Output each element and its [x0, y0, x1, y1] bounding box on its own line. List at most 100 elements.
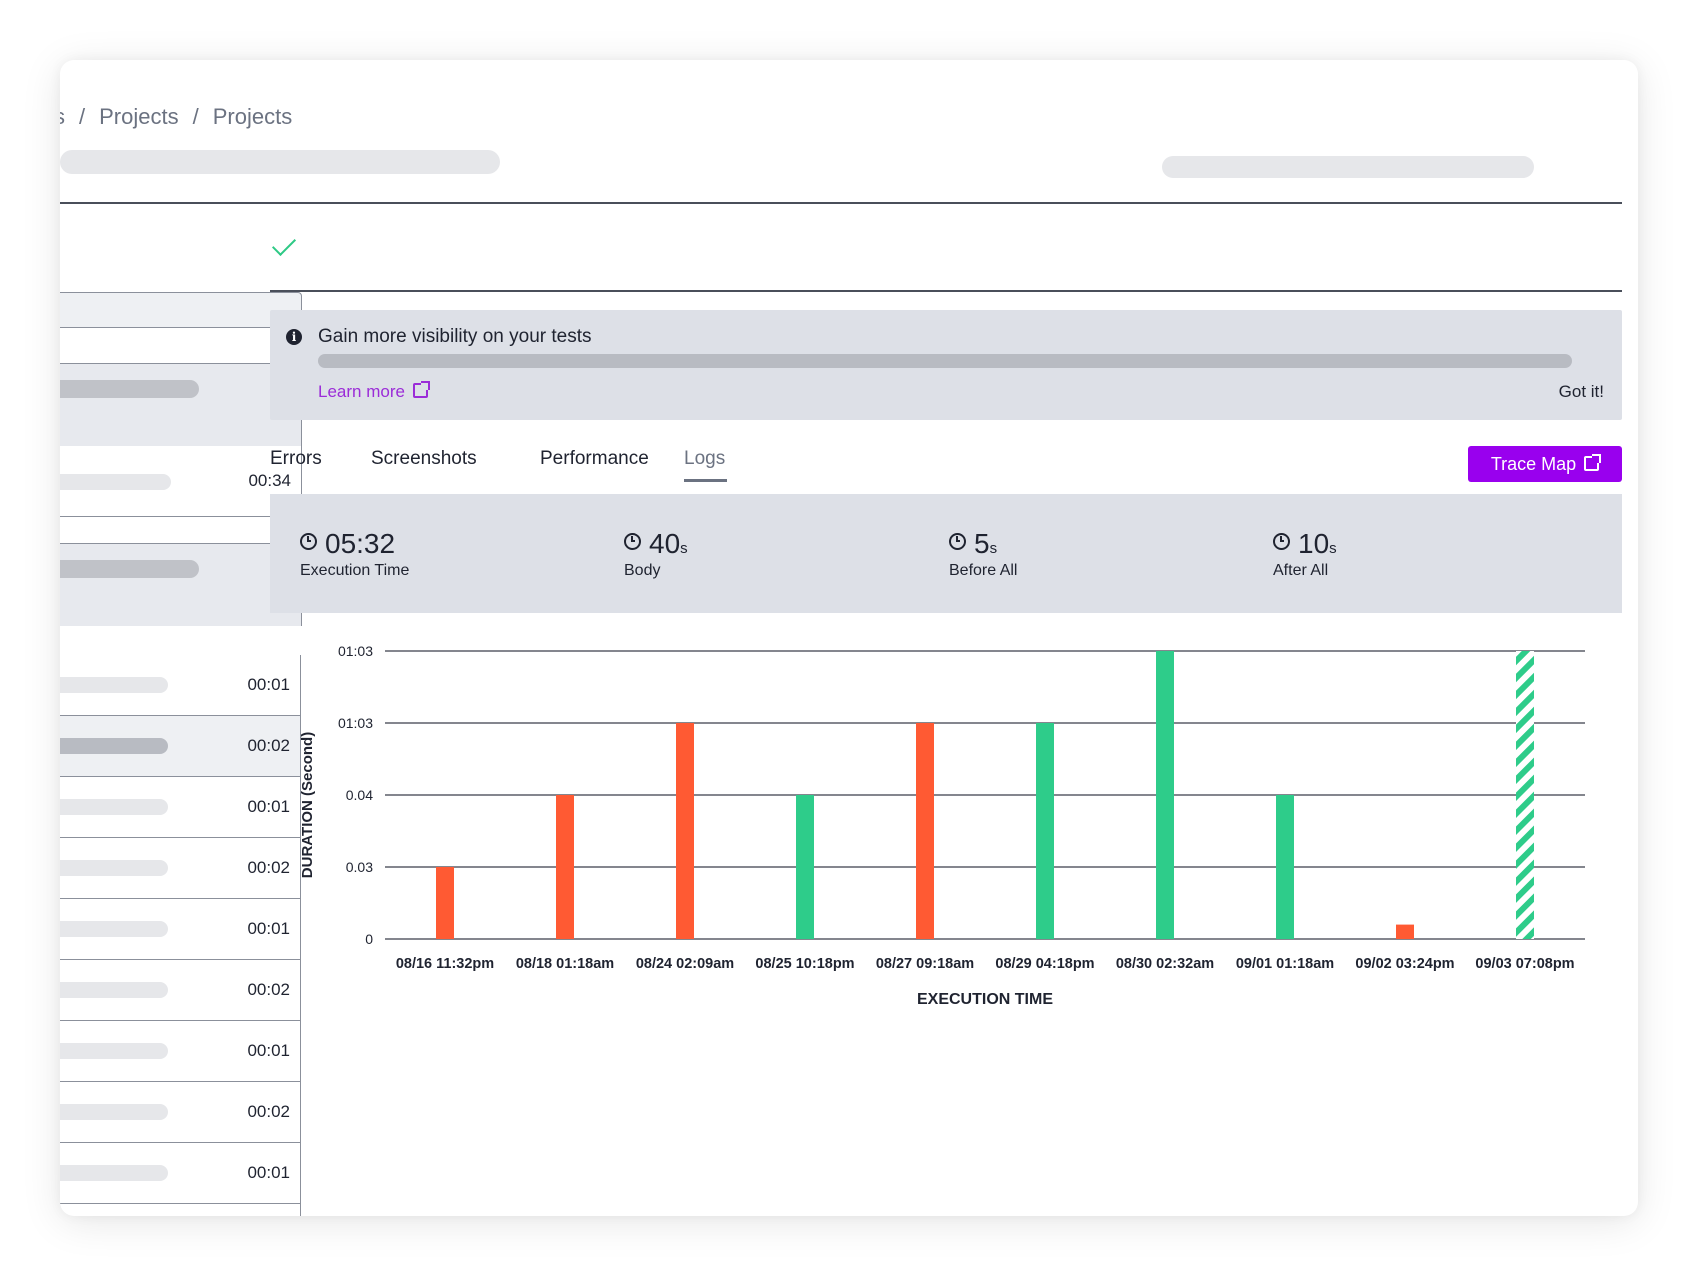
sidebar-search-input[interactable]	[60, 292, 302, 328]
test-duration: 00:01	[247, 1041, 290, 1060]
test-list-item[interactable]: 00:01	[60, 1021, 300, 1082]
x-tick-label: 08/16 11:32pm	[396, 956, 494, 972]
x-tick-label: 08/18 01:18am	[516, 956, 614, 972]
test-list-item[interactable]: 00:01	[60, 655, 300, 716]
x-tick-label: 09/02 03:24pm	[1355, 956, 1454, 972]
x-tick-label: 08/27 09:18am	[876, 956, 974, 972]
test-list-item[interactable]: 00:01	[60, 777, 300, 838]
spec-group-row[interactable]: 00:34	[60, 446, 301, 516]
x-tick-label: 08/24 02:09am	[636, 956, 734, 972]
test-title-placeholder	[60, 860, 168, 876]
tab-performance[interactable]: Performance	[540, 448, 649, 469]
banner-text-placeholder	[318, 354, 1572, 368]
header-divider	[60, 202, 1622, 204]
x-tick-label: 09/01 01:18am	[1236, 956, 1334, 972]
x-axis-label: EXECUTION TIME	[917, 991, 1053, 1008]
x-tick-label: 09/03 07:08pm	[1475, 956, 1574, 972]
stat-unit: s	[1329, 540, 1337, 557]
trace-map-label: Trace Map	[1490, 454, 1577, 474]
stat-value: 5	[974, 528, 990, 559]
test-duration: 00:01	[247, 797, 290, 816]
header-action-placeholder	[1162, 156, 1534, 178]
breadcrumb: s / Projects / Projects	[60, 104, 292, 130]
got-it-button[interactable]: Got it!	[1558, 382, 1604, 401]
y-tick-label: 0.04	[346, 787, 373, 803]
test-list-item[interactable]: 00:02	[60, 838, 300, 899]
spec-group-header[interactable]	[60, 544, 301, 626]
chart-bar	[1156, 651, 1174, 939]
test-title-placeholder	[60, 1104, 168, 1120]
row-title-placeholder	[60, 474, 171, 490]
tab-errors[interactable]: Errors	[270, 448, 322, 469]
breadcrumb-item-projects[interactable]: Projects	[99, 104, 179, 129]
clock-icon	[949, 533, 966, 550]
chart-bar	[1516, 651, 1534, 939]
breadcrumb-item-projects-current[interactable]: Projects	[212, 104, 293, 129]
test-title-placeholder	[60, 982, 168, 998]
test-list-item[interactable]: 00:01	[60, 1143, 300, 1204]
spec-group-title-placeholder	[60, 560, 199, 578]
stat-value: 40	[649, 528, 681, 559]
chart-bar	[1276, 795, 1294, 939]
breadcrumb-separator: /	[192, 104, 199, 129]
learn-more-label: Learn more	[318, 382, 405, 401]
stat-label: Before All	[949, 562, 1018, 579]
check-icon	[271, 231, 297, 257]
clock-icon	[1273, 533, 1290, 550]
external-link-icon	[1584, 454, 1602, 471]
test-list-item[interactable]: 00:02	[60, 960, 300, 1021]
stat-unit: s	[680, 540, 688, 557]
test-duration: 00:01	[247, 1163, 290, 1182]
chart-bar	[796, 795, 814, 939]
chart-bar	[676, 723, 694, 939]
test-duration: 00:02	[247, 980, 290, 999]
banner-title: Gain more visibility on your tests	[318, 326, 592, 347]
test-title-placeholder	[60, 677, 168, 693]
test-title-placeholder	[60, 1043, 168, 1059]
stat-label: Body	[624, 562, 661, 579]
test-list-item[interactable]: 00:02	[60, 1204, 300, 1216]
x-tick-label: 08/25 10:18pm	[755, 956, 854, 972]
duration-stats-panel: 05:32 Execution Time 40s Body 5s Before …	[270, 494, 1622, 613]
breadcrumb-item[interactable]: s	[60, 104, 65, 129]
spec-group[interactable]: 00:34	[60, 363, 302, 517]
test-title-placeholder	[60, 921, 168, 937]
y-tick-label: 01:03	[338, 643, 373, 659]
active-tab-indicator	[684, 479, 727, 482]
test-list-item[interactable]: 00:01	[60, 899, 300, 960]
status-divider	[270, 290, 1622, 292]
y-tick-label: 01:03	[338, 715, 373, 731]
spec-group-header[interactable]	[60, 364, 301, 446]
test-duration: 00:01	[247, 919, 290, 938]
chart-bar	[436, 867, 454, 939]
test-list-item[interactable]: 00:02	[60, 716, 300, 777]
learn-more-link[interactable]: Learn more	[318, 381, 430, 402]
app-window: s/Projects/Projects 00:34 00:0100:0200:0…	[60, 60, 1638, 1216]
clock-icon	[300, 533, 317, 550]
info-banner: i Gain more visibility on your tests Lea…	[270, 310, 1622, 420]
test-title-placeholder	[60, 799, 168, 815]
stat-execution-time: 05:32 Execution Time	[300, 528, 409, 580]
x-tick-label: 08/29 04:18pm	[995, 956, 1094, 972]
stat-value: 10	[1298, 528, 1330, 559]
test-title-placeholder	[60, 738, 168, 754]
info-icon: i	[286, 329, 302, 345]
spec-group[interactable]	[60, 543, 302, 626]
tab-logs[interactable]: Logs	[684, 448, 726, 469]
stat-body: 40s Body	[624, 528, 688, 580]
chart-bar	[556, 795, 574, 939]
stat-unit: s	[989, 540, 998, 557]
tab-screenshots[interactable]: Screenshots	[371, 448, 477, 469]
clock-icon	[624, 533, 641, 550]
y-tick-label: 0.03	[346, 859, 373, 875]
stat-label: Execution Time	[300, 562, 410, 579]
test-duration: 00:01	[247, 675, 290, 694]
stat-value: 05:32	[325, 528, 396, 559]
chart-bar	[1036, 723, 1054, 939]
test-list-item[interactable]: 00:02	[60, 1082, 300, 1143]
spec-group-title-placeholder	[60, 380, 199, 398]
y-axis-label: DURATION (Second)	[299, 732, 316, 878]
row-duration: 00:34	[248, 471, 291, 490]
chart-bar	[916, 723, 934, 939]
trace-map-button[interactable]: Trace Map	[1468, 446, 1622, 482]
